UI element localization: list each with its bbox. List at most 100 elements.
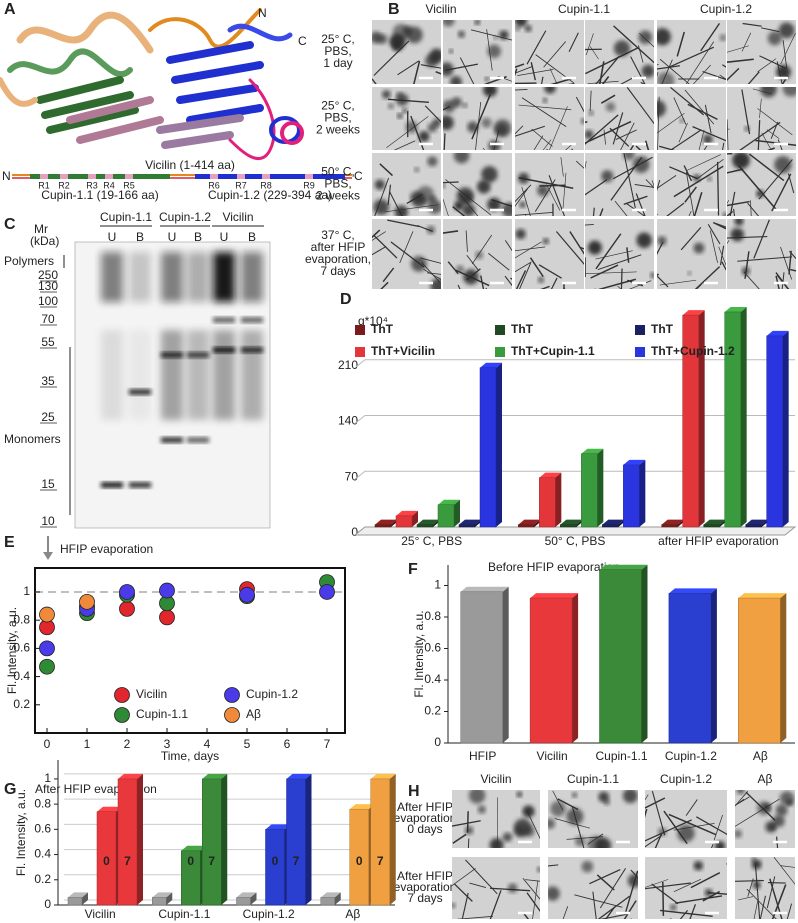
bar-top [682,310,705,316]
fibril [488,252,510,271]
fibril [657,241,664,256]
aggregate [425,54,438,68]
fibril [387,219,420,228]
panel-label: E [4,534,15,551]
fibril [595,250,633,260]
legend-label: Cupin-1.2 [246,687,298,701]
aggregate [588,110,594,116]
repeat-segments [40,174,313,179]
row-label: 1 day [323,56,352,70]
fibril [452,868,476,887]
aggregate [782,87,796,97]
bar [766,335,783,528]
fibril [629,142,636,150]
gel-band [161,437,183,443]
fibril [515,66,533,74]
fibril [630,918,632,919]
legend-label: ThT+Cupin-1.1 [511,344,595,358]
gel-smear [187,330,209,420]
fibril [769,878,783,919]
bar-top [623,459,646,465]
fibril [676,31,685,57]
bar-top [438,499,460,505]
aggregate [658,827,667,837]
micrograph [443,153,512,216]
fibril [443,230,459,234]
fibril [504,240,512,252]
aggregate [515,20,528,27]
row-label: evaporation [394,880,457,894]
fibril [686,154,721,171]
y-axis-label: Fl. Intensity, a.u. [5,607,19,694]
micrograph [372,87,441,150]
fibril [518,104,572,111]
x-tick-label: Cupin-1.1 [595,749,647,763]
aggregate [751,857,757,862]
fibril [532,880,539,919]
fibril [471,234,493,265]
fibril [771,884,787,919]
bar [349,808,369,906]
micrograph [372,219,441,289]
floor [353,526,797,536]
x-tick-label: 50° C, PBS [545,534,606,548]
aggregate [518,172,530,184]
fibril [667,46,715,69]
y-tick-label: 0.2 [13,697,30,711]
aggregate [778,22,795,39]
aggregate [670,904,677,911]
fibril [770,121,779,139]
bar-side [389,773,396,905]
legend-label: ThT+Vicilin [371,344,435,358]
fibril [609,127,630,147]
fibril [603,129,606,145]
y-tick-label: 0.6 [34,822,51,836]
bar-side [454,499,460,527]
y-tick-label: 0.4 [13,669,30,683]
gel-smear [129,252,151,302]
aggregate [392,42,402,52]
aggregate [580,118,584,124]
fibril [574,894,623,908]
y-tick-label: 0.4 [34,847,51,861]
ribbon [0,77,38,107]
aggregate [632,156,650,173]
bar [320,897,335,906]
bar [602,524,619,528]
bar-label: 0 [272,854,279,868]
aggregate [776,64,791,80]
bar [668,593,712,744]
aggregate [507,883,518,893]
panel-label: D [340,291,352,308]
bar-top [181,845,207,851]
micrograph [727,153,796,216]
fibril [662,881,665,916]
fibril [597,895,631,919]
aggregate [751,859,762,870]
point [39,658,55,675]
fibril [735,791,749,807]
fibril [747,71,760,84]
fibril [753,219,770,259]
fibril [443,181,459,184]
fibril [585,161,587,170]
fibril [538,264,562,279]
row-label: after HFIP [311,240,366,254]
fibril [746,888,777,919]
fibril [575,160,584,169]
bar-top [68,892,88,898]
loop [148,8,262,49]
fibril [685,799,698,816]
gel-band [161,352,183,358]
gel-smear [129,330,151,420]
bar-top [97,806,122,812]
y-axis-label: Fl. Intensity, a.u. [412,610,426,697]
point [39,640,55,657]
aggregate [765,821,777,833]
gel-smear [161,252,183,302]
fibril [560,157,564,177]
fibril [549,106,568,150]
legend-swatch [495,347,505,357]
domain-label: Cupin-1.2 (229-394 aa) [208,188,332,202]
row-label: 2 weeks [316,189,360,203]
